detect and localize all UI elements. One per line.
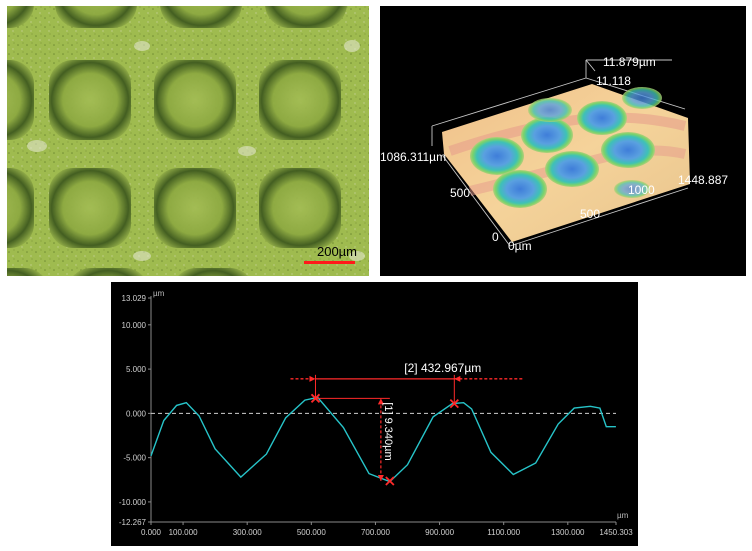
height-top-arrowhead [377, 398, 384, 405]
surface-wells [470, 87, 662, 208]
micrograph-image: 200µm [7, 6, 369, 276]
x-tick-label: 300.000 [233, 528, 262, 537]
measurement-markers [310, 393, 459, 486]
height-bottom-arrowhead [377, 475, 384, 482]
y-ticks: 13.029 10.000 5.000 0.000 -5.000 -10.000 -12.2… [119, 294, 151, 527]
pitch-left-arrowhead [309, 375, 316, 382]
origin-label: 0µm [508, 239, 532, 253]
x-tick-label: 0.000 [141, 528, 162, 537]
x-tick-500: 500 [580, 207, 600, 221]
z-second-label: 11.118 [596, 74, 631, 88]
y-tick-label: 0.000 [126, 409, 147, 418]
x-ticks: 0.000 100.000 300.000 500.000 700.000 900.000… [141, 522, 633, 537]
scale-bar-label: 200µm [317, 244, 357, 259]
surface-3d-plot: 11.879µm 11.118 1086.311µm 1448.887 1000… [380, 55, 728, 253]
y-extent-label: 1086.311µm [380, 150, 446, 164]
scale-bar [304, 261, 355, 264]
measurement-marker [385, 476, 395, 486]
measurement-marker [310, 393, 321, 403]
y-tick-500: 500 [450, 186, 470, 200]
profile-line [150, 396, 616, 483]
y-tick-0: 0 [492, 230, 499, 244]
x-tick-1000: 1000 [628, 183, 655, 197]
y-tick-label: 10.000 [122, 321, 147, 330]
y-unit-label: µm [153, 289, 165, 298]
x-tick-label: 100.000 [169, 528, 198, 537]
bright-spots [27, 40, 365, 261]
measurement-marker [449, 398, 459, 409]
y-tick-label: 5.000 [126, 365, 147, 374]
y-tick-label: 13.029 [122, 294, 147, 303]
y-tick-label: -12.267 [119, 518, 147, 527]
height-annotation: [1] 9.340µm [382, 402, 394, 460]
x-unit-label: µm [617, 511, 629, 520]
z-top-label: 11.879µm [603, 55, 656, 69]
dimple-array [7, 6, 347, 276]
optical-micrograph: 200µm [7, 6, 369, 276]
x-tick-label: 900.000 [425, 528, 454, 537]
pitch-right-arrowhead [454, 375, 461, 382]
x-tick-label: 700.000 [361, 528, 390, 537]
y-tick-label: -10.000 [119, 498, 147, 507]
x-tick-label: 1450.303 [599, 528, 633, 537]
x-extent-label: 1448.887 [678, 173, 728, 187]
profile-chart-panel: µm µm 13.029 10.000 5.000 0.000 -5.000 -10.00… [111, 282, 638, 546]
pitch-annotation: [2] 432.967µm [404, 361, 481, 375]
y-tick-label: -5.000 [123, 454, 146, 463]
profile-chart: µm µm 13.029 10.000 5.000 0.000 -5.000 -10.00… [119, 289, 633, 537]
x-tick-label: 1300.000 [551, 528, 585, 537]
x-tick-label: 500.000 [297, 528, 326, 537]
x-tick-label: 1100.000 [487, 528, 520, 537]
measurement-overlay [290, 374, 523, 482]
surface-3d-view: 11.879µm 11.118 1086.311µm 1448.887 1000… [380, 6, 746, 276]
